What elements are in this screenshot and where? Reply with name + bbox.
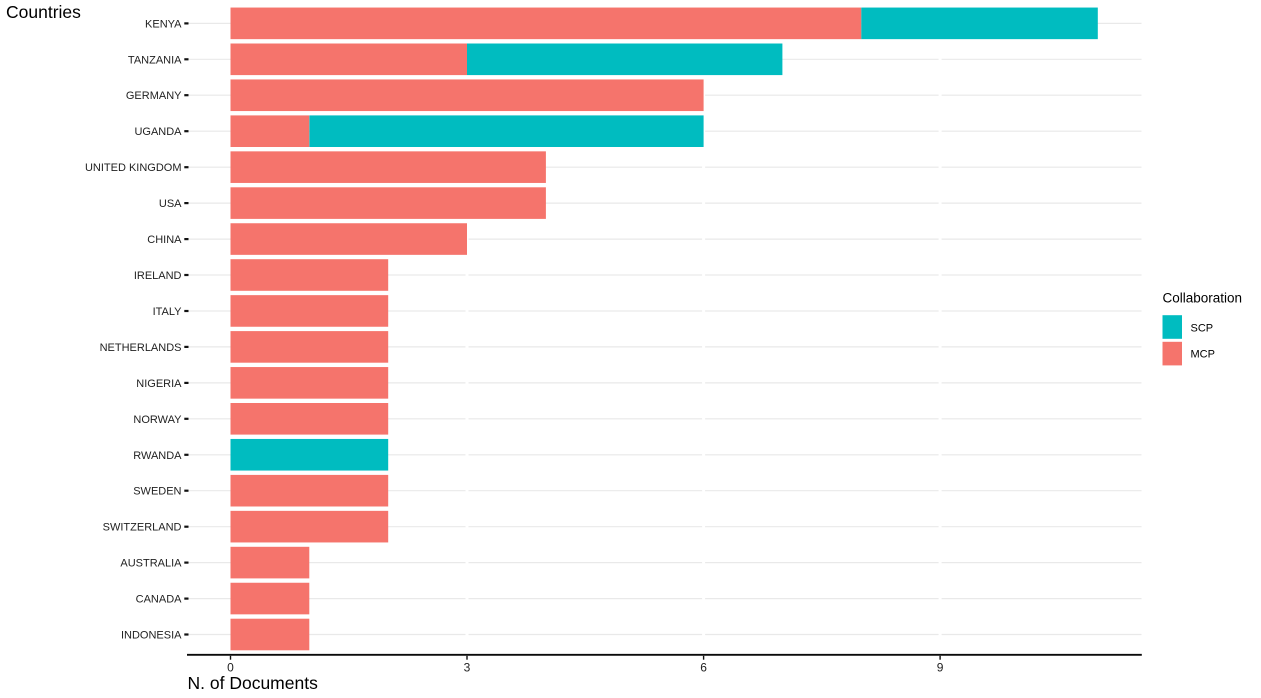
svg-text:KENYA: KENYA	[145, 18, 182, 30]
svg-text:3: 3	[464, 661, 471, 675]
svg-text:RWANDA: RWANDA	[133, 450, 182, 462]
svg-text:N. of Documents: N. of Documents	[188, 673, 319, 693]
svg-text:Collaboration: Collaboration	[1163, 290, 1243, 305]
svg-text:6: 6	[700, 661, 707, 675]
svg-text:SWEDEN: SWEDEN	[133, 486, 181, 498]
svg-text:UGANDA: UGANDA	[134, 126, 182, 138]
svg-text:INDONESIA: INDONESIA	[121, 630, 182, 642]
svg-text:TANZANIA: TANZANIA	[128, 54, 182, 66]
svg-text:SCP: SCP	[1191, 322, 1214, 334]
svg-text:UNITED KINGDOM: UNITED KINGDOM	[85, 162, 182, 174]
svg-text:AUSTRALIA: AUSTRALIA	[120, 558, 182, 570]
svg-text:CHINA: CHINA	[147, 234, 182, 246]
svg-text:NORWAY: NORWAY	[133, 414, 182, 426]
svg-text:IRELAND: IRELAND	[134, 270, 182, 282]
svg-text:MCP: MCP	[1191, 349, 1215, 361]
svg-text:GERMANY: GERMANY	[126, 90, 182, 102]
svg-text:USA: USA	[159, 198, 182, 210]
svg-text:NIGERIA: NIGERIA	[136, 378, 182, 390]
svg-text:0: 0	[227, 661, 234, 675]
svg-text:Countries: Countries	[6, 2, 81, 22]
svg-text:CANADA: CANADA	[136, 594, 183, 606]
svg-text:SWITZERLAND: SWITZERLAND	[103, 522, 182, 534]
svg-text:ITALY: ITALY	[153, 306, 183, 318]
svg-text:9: 9	[937, 661, 944, 675]
svg-text:NETHERLANDS: NETHERLANDS	[100, 342, 182, 354]
